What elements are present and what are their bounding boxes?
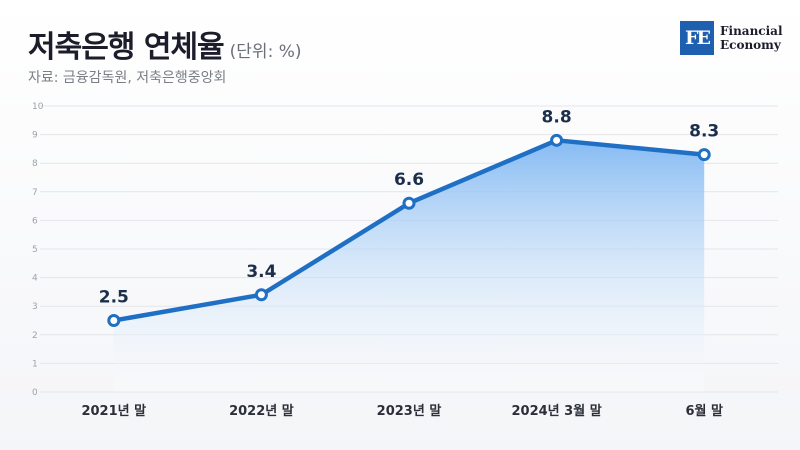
y-tick-label: 7 bbox=[32, 188, 38, 198]
logo-wordmark: Financial Economy bbox=[720, 24, 783, 52]
y-tick-label: 2 bbox=[32, 331, 38, 341]
chart-title-block: 저축은행 연체율 (단위: %) bbox=[28, 22, 302, 66]
data-point bbox=[550, 133, 564, 147]
data-points bbox=[107, 133, 711, 327]
y-axis: 0 1 2 3 4 5 6 7 8 9 10 bbox=[32, 102, 44, 398]
logo-line-2: Economy bbox=[720, 38, 781, 52]
data-label: 2.5 bbox=[99, 288, 129, 308]
data-label: 8.3 bbox=[689, 122, 719, 142]
data-labels: 2.5 3.4 6.6 8.8 8.3 bbox=[99, 107, 720, 307]
y-tick-label: 0 bbox=[32, 388, 38, 398]
data-label: 6.6 bbox=[394, 170, 424, 190]
x-tick-label: 2023년 말 bbox=[377, 404, 442, 419]
brand-logo: FE Financial Economy bbox=[680, 21, 783, 55]
x-tick-label: 2022년 말 bbox=[229, 404, 294, 419]
data-label: 3.4 bbox=[246, 262, 276, 282]
unit-label: (단위: %) bbox=[229, 42, 302, 62]
data-point bbox=[697, 148, 711, 162]
logo-line-1: Financial bbox=[720, 24, 783, 38]
x-axis: 2021년 말 2022년 말 2023년 말 2024년 3월 말 6월 말 bbox=[81, 403, 723, 419]
y-tick-label: 8 bbox=[32, 159, 38, 169]
y-tick-label: 4 bbox=[32, 274, 38, 284]
data-point bbox=[107, 314, 121, 327]
data-label: 8.8 bbox=[542, 107, 572, 127]
area-fill bbox=[113, 140, 705, 392]
source-note: 자료: 금융감독원, 저축은행중앙회 bbox=[28, 70, 227, 86]
y-tick-label: 9 bbox=[32, 131, 38, 141]
x-tick-label: 2021년 말 bbox=[81, 404, 146, 419]
data-point bbox=[402, 196, 416, 210]
logo-mark: FE bbox=[680, 21, 714, 55]
y-tick-label: 3 bbox=[32, 302, 38, 312]
chart-title: 저축은행 연체율 bbox=[28, 30, 225, 65]
x-tick-label: 2024년 3월 말 bbox=[512, 403, 602, 419]
y-tick-label: 1 bbox=[32, 359, 38, 369]
y-tick-label: 6 bbox=[32, 216, 38, 226]
y-tick-label: 5 bbox=[32, 245, 38, 255]
data-point bbox=[254, 288, 268, 302]
x-tick-label: 6월 말 bbox=[685, 403, 723, 419]
y-tick-label: 10 bbox=[32, 102, 44, 112]
